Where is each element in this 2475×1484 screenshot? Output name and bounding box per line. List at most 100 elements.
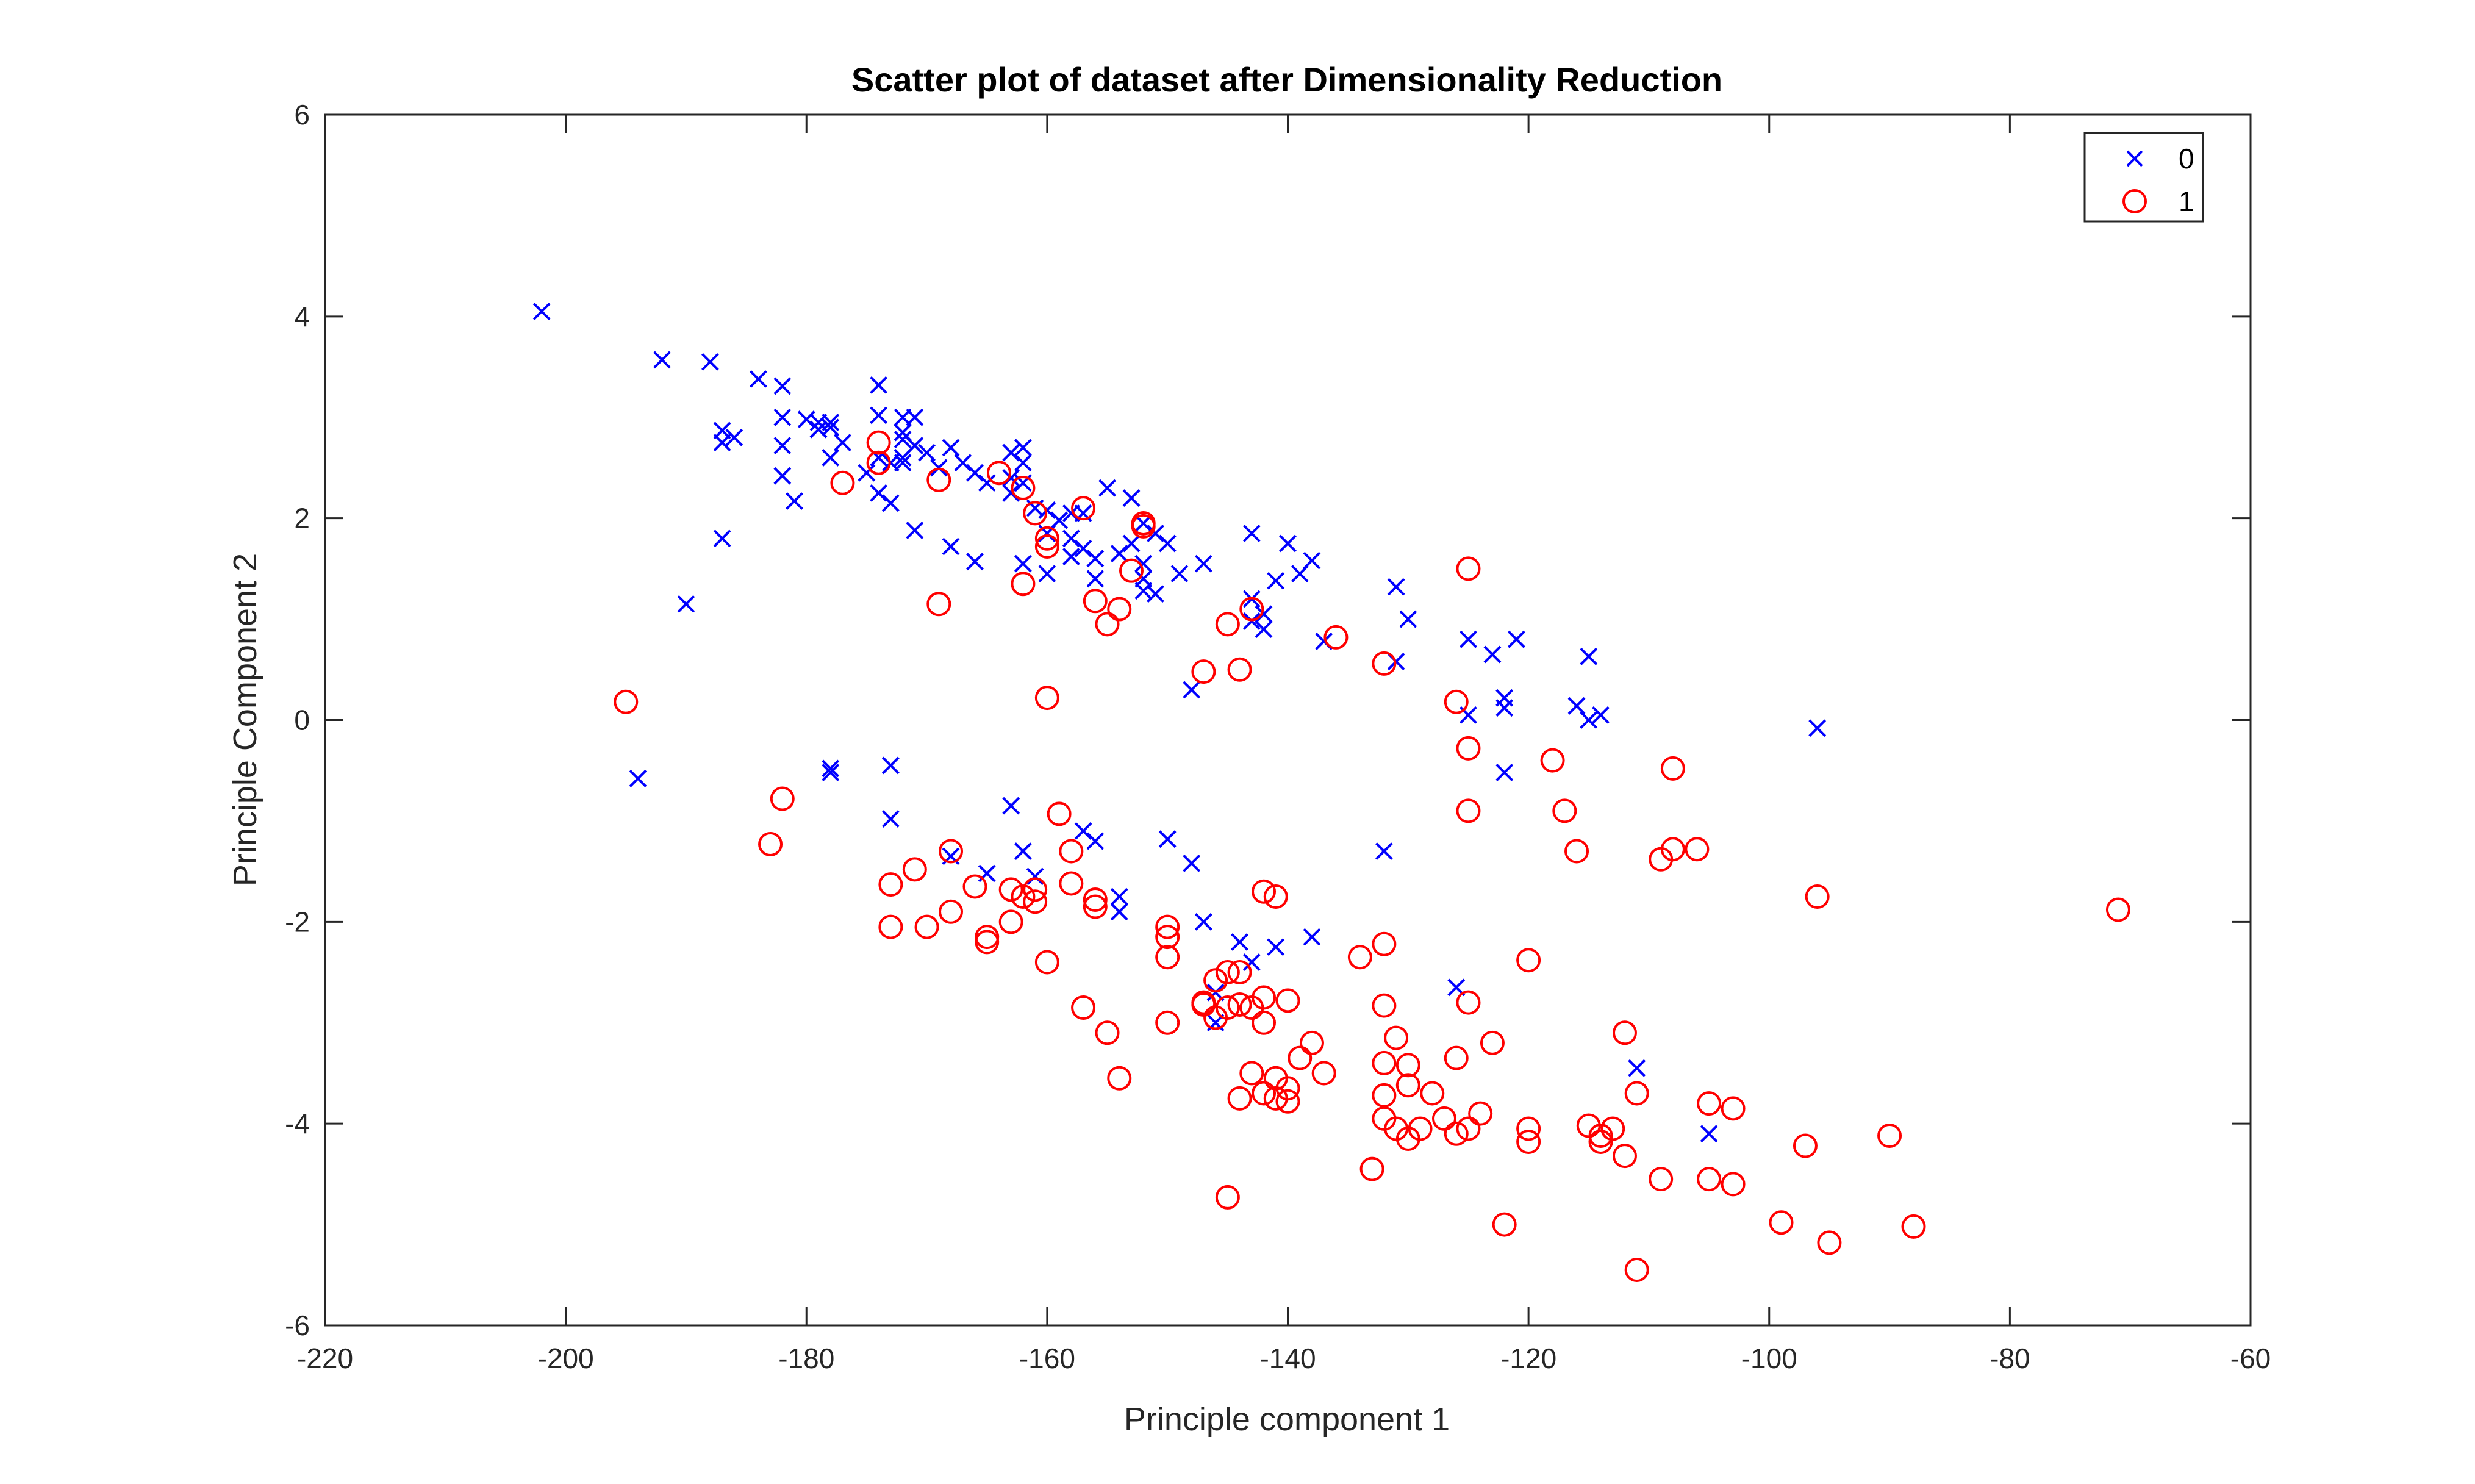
data-point-o — [1095, 612, 1120, 637]
chart-title: Scatter plot of dataset after Dimensiona… — [851, 60, 1722, 99]
data-point-o — [1011, 476, 1036, 501]
data-point-o — [1372, 993, 1397, 1018]
data-point-o — [1131, 511, 1156, 536]
data-point-x — [881, 494, 900, 512]
data-point-x — [1399, 610, 1417, 628]
legend-marker-x — [2126, 150, 2143, 167]
data-point-o — [1215, 960, 1240, 985]
data-point-x — [1580, 647, 1598, 665]
legend: 01 — [2083, 132, 2204, 223]
data-point-o — [1721, 1096, 1746, 1121]
data-point-o — [1372, 651, 1397, 676]
y-tick-label: -6 — [285, 1310, 310, 1341]
data-point-o — [1612, 1144, 1637, 1169]
data-point-o — [914, 914, 939, 939]
data-point-x — [1507, 630, 1525, 648]
data-point-o — [1540, 748, 1565, 773]
data-point-x — [1134, 554, 1153, 573]
data-point-x — [1110, 903, 1128, 921]
data-point-o — [1793, 1133, 1818, 1158]
data-point-x — [1038, 565, 1056, 583]
data-point-o — [1769, 1210, 1794, 1235]
data-point-o — [1252, 1010, 1277, 1035]
data-point-x — [918, 443, 936, 462]
x-tick-label: -160 — [1019, 1342, 1075, 1374]
legend-marker-o — [2122, 189, 2147, 213]
data-point-x — [834, 434, 851, 452]
data-point-x — [978, 474, 996, 492]
data-point-x — [894, 431, 912, 449]
data-point-x — [954, 454, 972, 472]
x-tick-label: -220 — [297, 1342, 353, 1374]
data-point-o — [758, 831, 783, 856]
data-point-o — [1685, 837, 1710, 862]
data-point-x — [1567, 697, 1586, 715]
plot-border — [324, 113, 2252, 1327]
y-axis: -6 -4 -2 0 2 4 6 — [285, 99, 2251, 1341]
data-point-o — [1347, 945, 1372, 970]
data-point-x — [1014, 439, 1032, 457]
data-point-x — [1002, 484, 1020, 502]
data-point-x — [1267, 572, 1285, 590]
data-point-x — [1700, 1125, 1718, 1143]
data-point-o — [1275, 1089, 1300, 1114]
data-point-o — [1215, 612, 1240, 637]
data-point-o — [1805, 884, 1830, 909]
data-point-x — [1460, 630, 1477, 648]
data-point-o — [926, 592, 951, 617]
data-point-x — [1170, 565, 1189, 583]
data-point-x — [1014, 454, 1032, 472]
data-point-x — [822, 449, 840, 467]
data-point-x — [773, 467, 792, 485]
data-point-o — [1263, 884, 1288, 909]
data-point-o — [2105, 897, 2130, 922]
data-point-o — [1395, 1073, 1420, 1098]
data-point-o — [1588, 1129, 1613, 1154]
data-point-x — [1074, 822, 1092, 840]
data-point-x — [532, 303, 551, 320]
data-point-x — [629, 770, 647, 787]
data-point-x — [1242, 953, 1261, 971]
data-points — [532, 303, 2130, 1283]
data-point-x — [1002, 469, 1020, 487]
data-point-x — [1375, 842, 1393, 860]
data-point-o — [1516, 1116, 1541, 1141]
data-point-o — [1239, 1061, 1264, 1086]
y-tick-label: 0 — [294, 704, 310, 736]
data-point-x — [713, 434, 731, 452]
data-point-o — [1444, 1121, 1469, 1146]
data-point-o — [962, 874, 987, 899]
data-point-x — [1147, 585, 1164, 603]
y-tick-label: -2 — [285, 906, 310, 937]
data-point-o — [1516, 948, 1541, 973]
legend-label: 0 — [2179, 143, 2194, 174]
data-point-x — [1592, 706, 1610, 724]
data-point-o — [926, 467, 951, 492]
data-point-o — [1624, 1081, 1649, 1106]
data-point-o — [1107, 1066, 1132, 1091]
data-point-x — [1062, 548, 1080, 565]
data-point-o — [1697, 1167, 1722, 1192]
data-point-o — [1432, 1106, 1457, 1131]
data-point-x — [1255, 605, 1273, 623]
data-point-x — [1242, 525, 1261, 542]
data-point-o — [1456, 798, 1481, 823]
data-point-o — [1408, 1116, 1433, 1141]
data-point-o — [1697, 1091, 1722, 1116]
data-point-o — [986, 461, 1011, 486]
data-point-x — [653, 351, 671, 369]
data-point-x — [822, 759, 840, 778]
data-point-o — [1444, 1045, 1469, 1070]
data-point-x — [1110, 887, 1128, 906]
data-point-x — [870, 376, 888, 394]
data-point-o — [866, 430, 891, 455]
x-axis-label: Principle component 1 — [1124, 1401, 1450, 1438]
data-point-x — [894, 454, 912, 472]
data-point-x — [786, 492, 803, 510]
data-point-o — [1083, 589, 1108, 614]
x-tick-label: -140 — [1259, 1342, 1316, 1374]
data-point-o — [1600, 1116, 1625, 1141]
data-point-o — [1011, 572, 1036, 597]
data-point-o — [878, 872, 903, 897]
data-point-o — [1552, 798, 1577, 823]
